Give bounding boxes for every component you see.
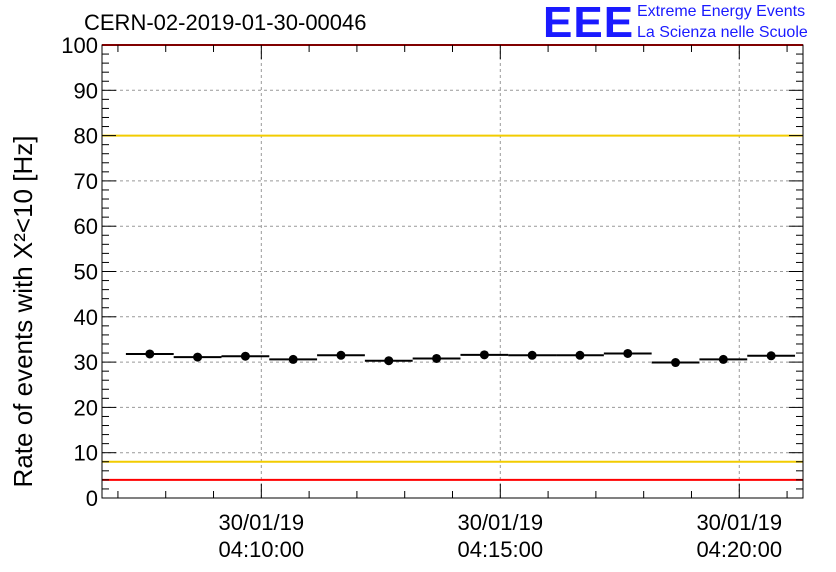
y-tick-label: 30 [74,350,98,375]
data-point [384,356,394,366]
data-point [193,352,203,362]
data-point [288,354,298,364]
x-tick-time: 04:15:00 [457,537,543,562]
plot-frame [101,44,804,499]
logo-line-1: Extreme Energy Events [637,3,806,20]
x-tick-date: 30/01/19 [457,510,543,535]
x-tick-date: 30/01/19 [696,510,782,535]
y-tick-label: 40 [74,305,98,330]
y-tick-label: 100 [61,33,98,58]
data-point [240,351,250,361]
data-point [479,350,489,360]
data-point [527,350,537,360]
grid [102,45,803,498]
data-point [145,349,155,359]
y-tick-label: 0 [86,486,98,511]
x-tick-date: 30/01/19 [218,510,304,535]
data-point [671,358,681,368]
y-axis-title: Rate of events with X²<10 [Hz] [8,136,38,488]
x-tick-time: 04:10:00 [218,537,304,562]
data-point [575,350,585,360]
y-tick-label: 10 [74,441,98,466]
data-point [623,348,633,358]
y-tick-label: 70 [74,169,98,194]
y-tick-label: 60 [74,214,98,239]
x-tick-time: 04:20:00 [696,537,782,562]
y-tick-label: 80 [74,124,98,149]
eee-logo: EEE [543,0,635,47]
data-point [766,351,776,361]
threshold-lines [102,44,803,481]
data-point [432,353,442,363]
y-tick-label: 50 [74,260,98,285]
logo-line-2: La Scienza nelle Scuole [637,24,808,41]
data-point [718,354,728,364]
run-title: CERN-02-2019-01-30-00046 [84,10,367,35]
tick-labels: 010203040506070809010030/01/1904:10:0030… [61,33,782,562]
data-point [336,350,346,360]
y-tick-label: 90 [74,78,98,103]
y-tick-label: 20 [74,395,98,420]
data-points [125,348,796,368]
